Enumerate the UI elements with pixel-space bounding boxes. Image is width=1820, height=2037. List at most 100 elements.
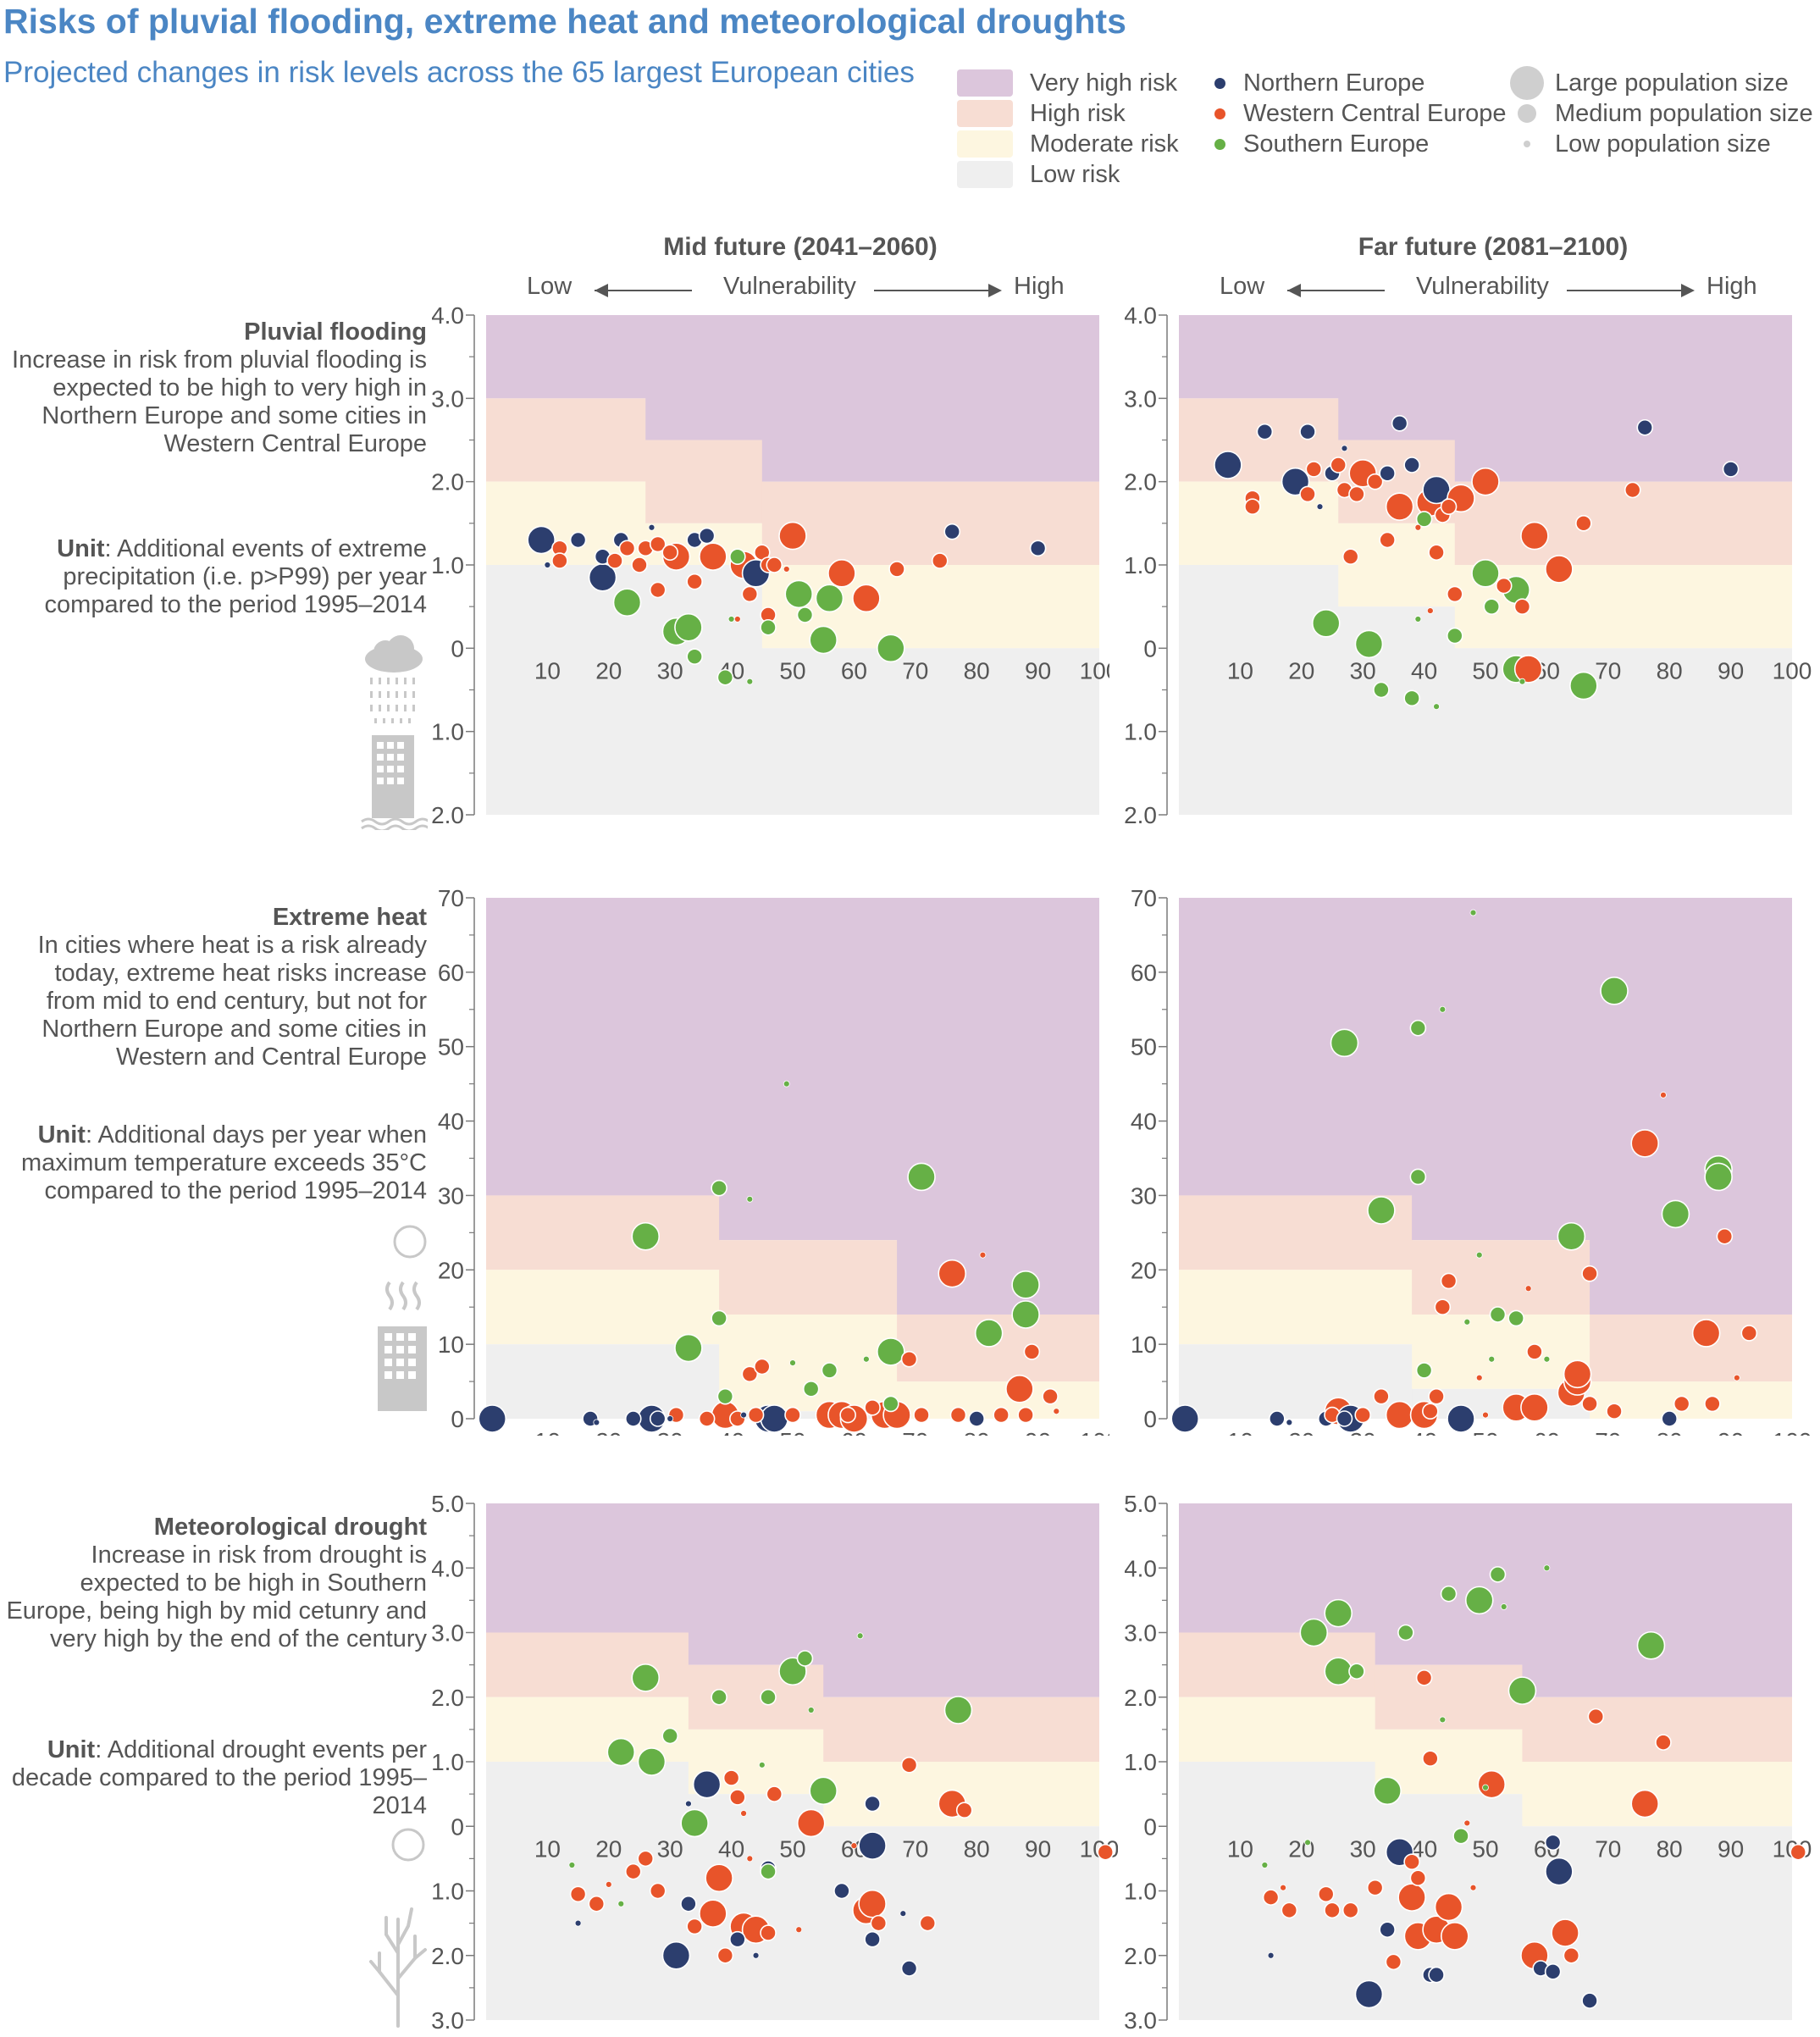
data-points [478, 1080, 1060, 1433]
moderate-risk-swatch [957, 130, 1013, 158]
arrow-right-icon [874, 290, 988, 291]
y-tick-label: 40 [1131, 1109, 1157, 1135]
data-point-southern [1440, 1585, 1458, 1602]
data-point-southern [974, 1319, 1004, 1348]
northern-europe-marker [1214, 77, 1225, 89]
moderate-risk-zone [1179, 1270, 1413, 1345]
data-point-southern [1330, 1028, 1359, 1058]
data-point-southern [784, 579, 814, 609]
x-tick-label: 90 [1025, 657, 1051, 684]
x-tick-label: 90 [1718, 1428, 1744, 1436]
x-tick-label: 70 [902, 1835, 928, 1862]
data-point-western-central [1414, 523, 1422, 531]
data-point-southern [1409, 1168, 1427, 1186]
x-tick-label: 90 [1025, 1428, 1051, 1436]
data-point-southern [796, 606, 814, 623]
data-point-southern [783, 1080, 790, 1088]
vulnerability-low-label: Low [1220, 273, 1265, 300]
x-tick-label: 80 [1657, 657, 1683, 684]
chart-heat-far: 706050403020100102030405060708090100 [1131, 889, 1812, 1436]
x-tick-label: 20 [595, 1428, 622, 1436]
data-point-western-central [1482, 1411, 1489, 1419]
legend-label: Western Central Europe [1243, 99, 1507, 127]
data-point-northern [685, 1800, 692, 1807]
very-high-risk-swatch [957, 69, 1013, 97]
data-point-southern [807, 1707, 815, 1713]
data-point-western-central [705, 1863, 733, 1893]
legend-item-low-risk: Low risk [957, 159, 1179, 190]
very-high-risk-zone [1412, 898, 1591, 1241]
y-tick-label: 5.0 [432, 1495, 464, 1517]
y-tick-label: 4.0 [432, 1555, 464, 1581]
sun-heat-building-icon [378, 1225, 427, 1411]
data-point-western-central [1513, 598, 1531, 615]
very-high-risk-zone [1375, 1503, 1524, 1665]
data-point-western-central [1526, 1343, 1543, 1360]
data-point-western-central [1397, 1883, 1426, 1912]
heat-heading: Extreme heat [272, 904, 427, 931]
y-tick-label: 1.0 [1125, 552, 1157, 578]
data-point-southern [674, 1333, 703, 1363]
data-point-western-central [1630, 1129, 1660, 1158]
data-point-southern [1403, 689, 1420, 707]
data-point-western-central [699, 542, 727, 571]
data-point-western-central [1426, 607, 1434, 614]
y-tick-label: 0 [451, 635, 464, 661]
data-point-western-central [1704, 1395, 1721, 1413]
data-point-southern [746, 1195, 754, 1203]
x-tick-label: 10 [534, 657, 561, 684]
data-point-southern [1304, 1839, 1311, 1846]
x-tick-label: 40 [718, 1835, 744, 1862]
data-point-southern [1261, 1862, 1269, 1868]
data-point-southern [1557, 1221, 1586, 1251]
data-point-southern [760, 618, 777, 636]
y-tick-label: 1.0 [432, 552, 464, 578]
data-point-western-central [1409, 1869, 1427, 1887]
data-point-western-central [1385, 492, 1414, 521]
data-point-western-central [1017, 1406, 1034, 1424]
data-point-western-central [1740, 1325, 1758, 1342]
data-point-northern [1581, 1992, 1598, 2009]
y-tick-label: 4.0 [1125, 1555, 1157, 1581]
data-point-western-central [795, 1926, 803, 1934]
data-point-southern [907, 1162, 936, 1192]
data-point-western-central [1262, 1889, 1280, 1906]
very-high-risk-zone [719, 898, 899, 1241]
data-point-western-central [1428, 1387, 1445, 1405]
data-point-western-central [1403, 1853, 1420, 1870]
x-tick-label: 50 [1472, 657, 1498, 684]
data-point-western-central [1422, 1750, 1439, 1767]
data-point-southern [1452, 1827, 1469, 1845]
data-point-southern [631, 1221, 661, 1251]
data-point-southern [637, 1747, 667, 1776]
data-point-western-central [1471, 467, 1500, 496]
legend-item-very-high-risk: Very high risk [957, 68, 1179, 98]
y-tick-label: 3.0 [432, 385, 464, 412]
data-point-northern [1354, 1979, 1384, 2009]
x-tick-label: 20 [1288, 1835, 1314, 1862]
chart-drought-far: 5.04.03.02.01.00-1.0-2.0-3.0102030405060… [1125, 1495, 1812, 2034]
x-tick-label: 30 [1350, 657, 1376, 684]
y-tick-label: 4.0 [1125, 307, 1157, 329]
unit-text: : Additional days per year when maximum … [20, 1121, 427, 1204]
data-point-western-central [1513, 655, 1543, 684]
flood-heading: Pluvial flooding [244, 318, 427, 346]
data-point-northern [1661, 1410, 1679, 1427]
arrow-left-icon [595, 290, 692, 291]
x-tick-label: 20 [595, 1835, 622, 1862]
data-point-western-central [1660, 1091, 1667, 1099]
low-risk-zone [719, 1411, 899, 1419]
y-tick-label: 60 [438, 960, 464, 986]
y-tick-label: 3.0 [1125, 1620, 1157, 1647]
data-point-western-central [852, 584, 881, 613]
data-point-southern [686, 648, 703, 665]
x-tick-label: 10 [1227, 657, 1253, 684]
x-tick-label: 30 [1350, 1428, 1376, 1436]
data-point-southern [789, 1359, 796, 1367]
vulnerability-label: Vulnerability [723, 273, 856, 300]
data-point-western-central [746, 1855, 754, 1863]
y-tick-label: 10 [1131, 1331, 1157, 1358]
x-tick-label: 50 [1472, 1835, 1498, 1862]
data-point-western-central [1545, 555, 1574, 584]
x-tick-label: 80 [964, 657, 990, 684]
